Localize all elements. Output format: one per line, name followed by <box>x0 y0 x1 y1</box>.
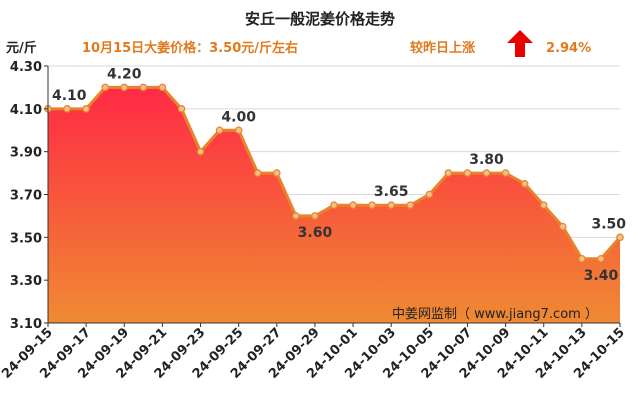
data-point <box>63 105 71 113</box>
y-tick-label: 3.10 <box>10 317 42 332</box>
data-label: 4.10 <box>52 88 87 104</box>
data-point <box>234 126 243 135</box>
y-tick-label: 3.70 <box>10 189 42 204</box>
data-point <box>368 201 376 210</box>
data-point <box>578 254 586 263</box>
data-label: 4.00 <box>221 109 256 125</box>
data-label: 3.50 <box>591 216 626 232</box>
x-tick-labels: 24-09-1524-09-1724-09-1924-09-2124-09-23… <box>0 325 628 382</box>
data-point <box>616 233 624 242</box>
data-point <box>558 222 567 231</box>
data-point <box>253 169 262 177</box>
up-arrow-icon <box>507 30 533 57</box>
data-point <box>82 105 90 113</box>
watermark: 中姜网监制（ www.jiang7.com ） <box>392 307 598 322</box>
y-tick-label: 4.10 <box>10 103 42 118</box>
data-point <box>387 201 396 210</box>
data-point <box>158 83 167 92</box>
change-value: 2.94% <box>546 41 591 56</box>
price-note: 10月15日大姜价格：3.50元/斤左右 <box>82 40 298 56</box>
data-point <box>120 83 129 92</box>
data-point <box>406 201 415 210</box>
data-point <box>196 147 205 156</box>
chart-title: 安丘一般泥姜价格走势 <box>245 10 395 28</box>
data-labels: 4.10 4.20 4.00 3.60 3.65 3.80 3.40 3.50 <box>52 66 626 283</box>
data-point <box>349 201 357 210</box>
data-point <box>215 126 224 135</box>
data-point <box>330 201 338 210</box>
data-point <box>139 83 148 92</box>
data-label: 3.60 <box>298 225 333 241</box>
data-label: 3.80 <box>469 152 504 168</box>
data-point <box>597 254 605 263</box>
change-label: 较昨日上涨 <box>410 40 475 56</box>
y-tick-label: 4.30 <box>10 60 42 75</box>
y-tick-label: 3.90 <box>10 146 42 161</box>
data-point <box>539 201 548 210</box>
data-point <box>425 190 434 199</box>
data-label: 3.65 <box>374 184 409 200</box>
data-point <box>463 169 472 177</box>
data-point <box>101 83 110 92</box>
data-point <box>520 179 529 188</box>
data-point <box>444 169 453 177</box>
data-label: 3.40 <box>584 268 619 284</box>
y-tick-label: 3.30 <box>10 274 42 289</box>
axes <box>44 65 621 327</box>
y-tick-labels: 4.30 4.10 3.90 3.70 3.50 3.30 3.10 <box>10 60 42 332</box>
data-point <box>177 105 186 113</box>
data-points <box>44 83 624 263</box>
data-point <box>292 212 300 220</box>
data-point <box>501 169 510 177</box>
data-label: 4.20 <box>107 66 142 82</box>
y-tick-label: 3.50 <box>10 231 42 246</box>
data-point <box>272 169 281 177</box>
data-point <box>482 169 491 177</box>
data-point <box>311 212 319 220</box>
y-axis-unit: 元/斤 <box>6 40 37 56</box>
